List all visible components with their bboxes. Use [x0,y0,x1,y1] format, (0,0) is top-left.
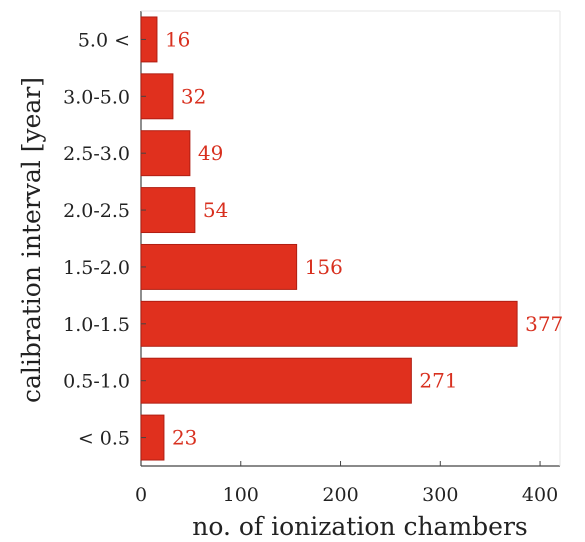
x-tick-labels-group: 0 100 200 300 400 [135,461,558,506]
y-tick-label: 1.5-2.0 [63,257,130,279]
y-tick-label: 5.0 < [78,29,130,51]
bar [140,300,518,347]
y-axis-title: calibration interval [year] [17,77,46,403]
x-tick-label: 100 [223,484,259,506]
value-labels-group: 16 32 49 54 156 377 271 23 [165,27,563,449]
y-tick-label: 3.0-5.0 [63,86,130,108]
value-label: 271 [419,369,457,393]
y-tick-label: 2.0-2.5 [63,200,130,222]
y-tick-label: 0.5-1.0 [63,371,130,393]
value-label: 377 [525,312,563,336]
bar [140,243,298,290]
bar [140,187,196,234]
value-label: 32 [181,84,206,108]
value-label: 23 [172,426,197,450]
x-axis-title: no. of ionization chambers [192,512,528,541]
value-label: 54 [203,198,228,222]
bars-group [140,16,518,461]
bar [140,357,412,404]
y-tick-label: < 0.5 [78,428,130,450]
y-tick-label: 1.0-1.5 [63,314,130,336]
value-label: 156 [305,255,343,279]
x-tick-label: 200 [322,484,358,506]
value-label: 49 [198,141,223,165]
bar [140,130,191,177]
x-tick-label: 300 [422,484,458,506]
x-tick-label: 0 [135,484,147,506]
y-tick-label: 2.5-3.0 [63,143,130,165]
x-tick-label: 400 [522,484,558,506]
value-label: 16 [165,27,190,51]
y-tick-labels-group: 5.0 < 3.0-5.0 2.5-3.0 2.0-2.5 1.5-2.0 1.0-1.5… [63,29,146,450]
